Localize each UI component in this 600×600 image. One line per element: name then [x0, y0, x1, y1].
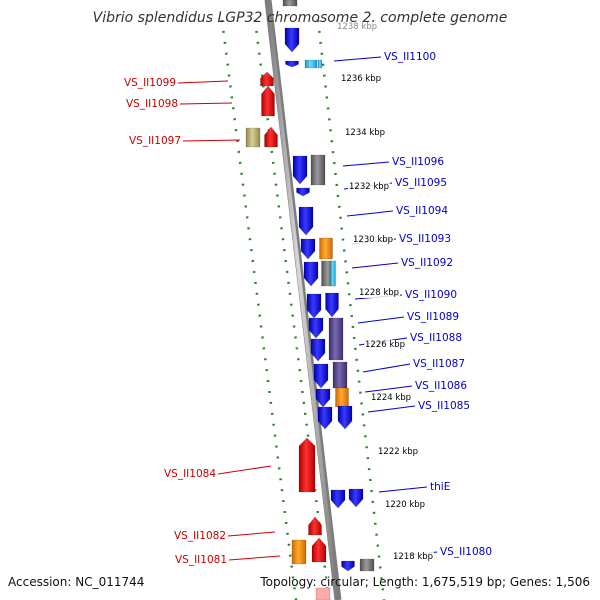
gene-bottom-pink — [315, 587, 331, 600]
label-vs-ii1085: VS_II1085 — [418, 400, 471, 412]
gene-vs-ii1090 — [306, 293, 322, 319]
gene-thie-b — [348, 488, 364, 508]
gene-top-gray — [282, 0, 298, 7]
gene-vs-ii1084 — [298, 437, 316, 493]
gene-vs-ii1087 — [313, 363, 329, 389]
scale-label: 1222 kbp — [377, 447, 420, 457]
label-vs-ii1099: VS_II1099 — [123, 77, 176, 89]
gene-vs-ii1100-a — [284, 27, 300, 53]
gene-vs-ii1098 — [261, 85, 275, 117]
label-vs-ii1098-leader — [179, 102, 233, 105]
label-thie: thiE — [430, 481, 451, 493]
label-vs-ii1084-leader — [217, 465, 272, 475]
label-vs-ii1094: VS_II1094 — [396, 205, 449, 217]
gene-vs-ii1082 — [308, 516, 322, 536]
gene-vs-ii1097-khaki — [245, 127, 261, 148]
label-vs-ii1093: VS_II1093 — [399, 233, 452, 245]
gene-vs-ii1088 — [310, 338, 326, 362]
gene-vs-ii1080 — [341, 560, 355, 572]
gene-vs-ii1081 — [311, 537, 327, 563]
scale-label: 1224 kbp — [370, 393, 413, 403]
gene-vs-ii1090-b — [325, 292, 339, 318]
gene-vs-ii1092-cyan — [330, 260, 336, 287]
label-vs-ii1094-leader — [346, 210, 394, 217]
gene-vs-ii1085-b — [337, 405, 353, 430]
label-vs-ii1082: VS_II1082 — [173, 530, 226, 542]
gene-vs-ii1097 — [264, 126, 278, 148]
backbone-line — [265, 0, 339, 600]
gene-vs-ii1088-slate — [328, 317, 344, 361]
label-vs-ii1092-leader — [351, 262, 399, 269]
guide-line-outer-left — [220, 19, 298, 600]
scale-label: 1230 kbp — [352, 235, 395, 245]
gene-vs-ii1087-slate — [332, 361, 348, 389]
gene-vs-ii1086 — [315, 388, 331, 408]
genome-stats-text: Topology: circular; Length: 1,675,519 bp… — [260, 575, 590, 589]
scale-label: 1234 kbp — [344, 128, 387, 138]
label-vs-ii1092: VS_II1092 — [401, 257, 454, 269]
label-vs-ii1098: VS_II1098 — [125, 98, 178, 110]
scale-label: 1226 kbp — [364, 340, 407, 350]
label-vs-ii1100-leader — [333, 56, 382, 62]
gene-cyan-1 — [304, 59, 318, 69]
label-vs-ii1088: VS_II1088 — [410, 332, 463, 344]
gene-vs-ii1096-gray — [310, 154, 326, 186]
scale-label: 1238 kbp — [336, 22, 379, 32]
label-vs-ii1082-leader — [227, 531, 276, 537]
label-vs-ii1097: VS_II1097 — [128, 135, 181, 147]
scale-label: 1228 kbp — [358, 288, 401, 298]
gene-vs-ii1081-orange — [291, 539, 307, 565]
label-vs-ii1087: VS_II1087 — [413, 358, 466, 370]
label-vs-ii1089: VS_II1089 — [407, 311, 460, 323]
gene-thie-a — [330, 489, 346, 509]
label-vs-ii1084: VS_II1084 — [163, 468, 216, 480]
scale-label: 1220 kbp — [384, 500, 427, 510]
label-vs-ii1086-leader — [364, 385, 413, 393]
gene-vs-ii1094 — [298, 206, 314, 236]
scale-label: 1236 kbp — [340, 74, 383, 84]
gene-vs-ii1093-orange — [319, 237, 333, 260]
gene-vs-ii1085 — [317, 406, 333, 430]
label-thie-leader — [378, 486, 428, 493]
scale-label: 1218 kbp — [392, 552, 435, 562]
gene-vs-ii1086-orange — [335, 387, 349, 408]
gene-vs-ii1100-b — [285, 60, 299, 68]
label-vs-ii1080: VS_II1080 — [440, 546, 493, 558]
label-vs-ii1087-leader — [362, 363, 411, 373]
label-vs-ii1090: VS_II1090 — [405, 289, 458, 301]
gene-vs-ii1089 — [308, 317, 324, 339]
gene-vs-ii1080-gray — [359, 558, 375, 572]
gene-vs-ii1099 — [260, 71, 274, 87]
label-vs-ii1095: VS_II1095 — [395, 177, 448, 189]
label-vs-ii1096-leader — [342, 161, 390, 167]
scale-label: 1232 kbp — [348, 182, 391, 192]
label-vs-ii1086: VS_II1086 — [415, 380, 468, 392]
gene-vs-ii1093 — [300, 238, 316, 260]
label-vs-ii1099-leader — [177, 80, 229, 84]
gene-vs-ii1095 — [296, 187, 310, 197]
gene-vs-ii1092 — [303, 261, 319, 287]
label-vs-ii1081-leader — [228, 555, 281, 561]
gene-cyan-2 — [317, 59, 323, 69]
label-vs-ii1081: VS_II1081 — [174, 554, 227, 566]
accession-text: Accession: NC_011744 — [8, 575, 145, 589]
label-vs-ii1085-leader — [367, 405, 416, 413]
label-vs-ii1089-leader — [357, 316, 405, 324]
label-vs-ii1097-leader — [182, 139, 241, 142]
label-vs-ii1096: VS_II1096 — [392, 156, 445, 168]
label-vs-ii1100: VS_II1100 — [384, 51, 437, 63]
gene-vs-ii1096 — [292, 155, 308, 185]
map-title: Vibrio splendidus LGP32 chromosome 2, co… — [92, 10, 508, 26]
